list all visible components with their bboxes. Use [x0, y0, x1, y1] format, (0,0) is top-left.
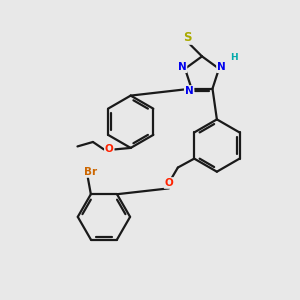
Text: Br: Br	[84, 167, 97, 177]
Text: H: H	[230, 53, 238, 62]
Text: N: N	[217, 62, 226, 72]
Text: S: S	[184, 31, 192, 44]
Text: O: O	[165, 178, 173, 188]
Text: N: N	[185, 86, 194, 96]
Text: N: N	[178, 62, 187, 72]
Text: O: O	[105, 144, 114, 154]
